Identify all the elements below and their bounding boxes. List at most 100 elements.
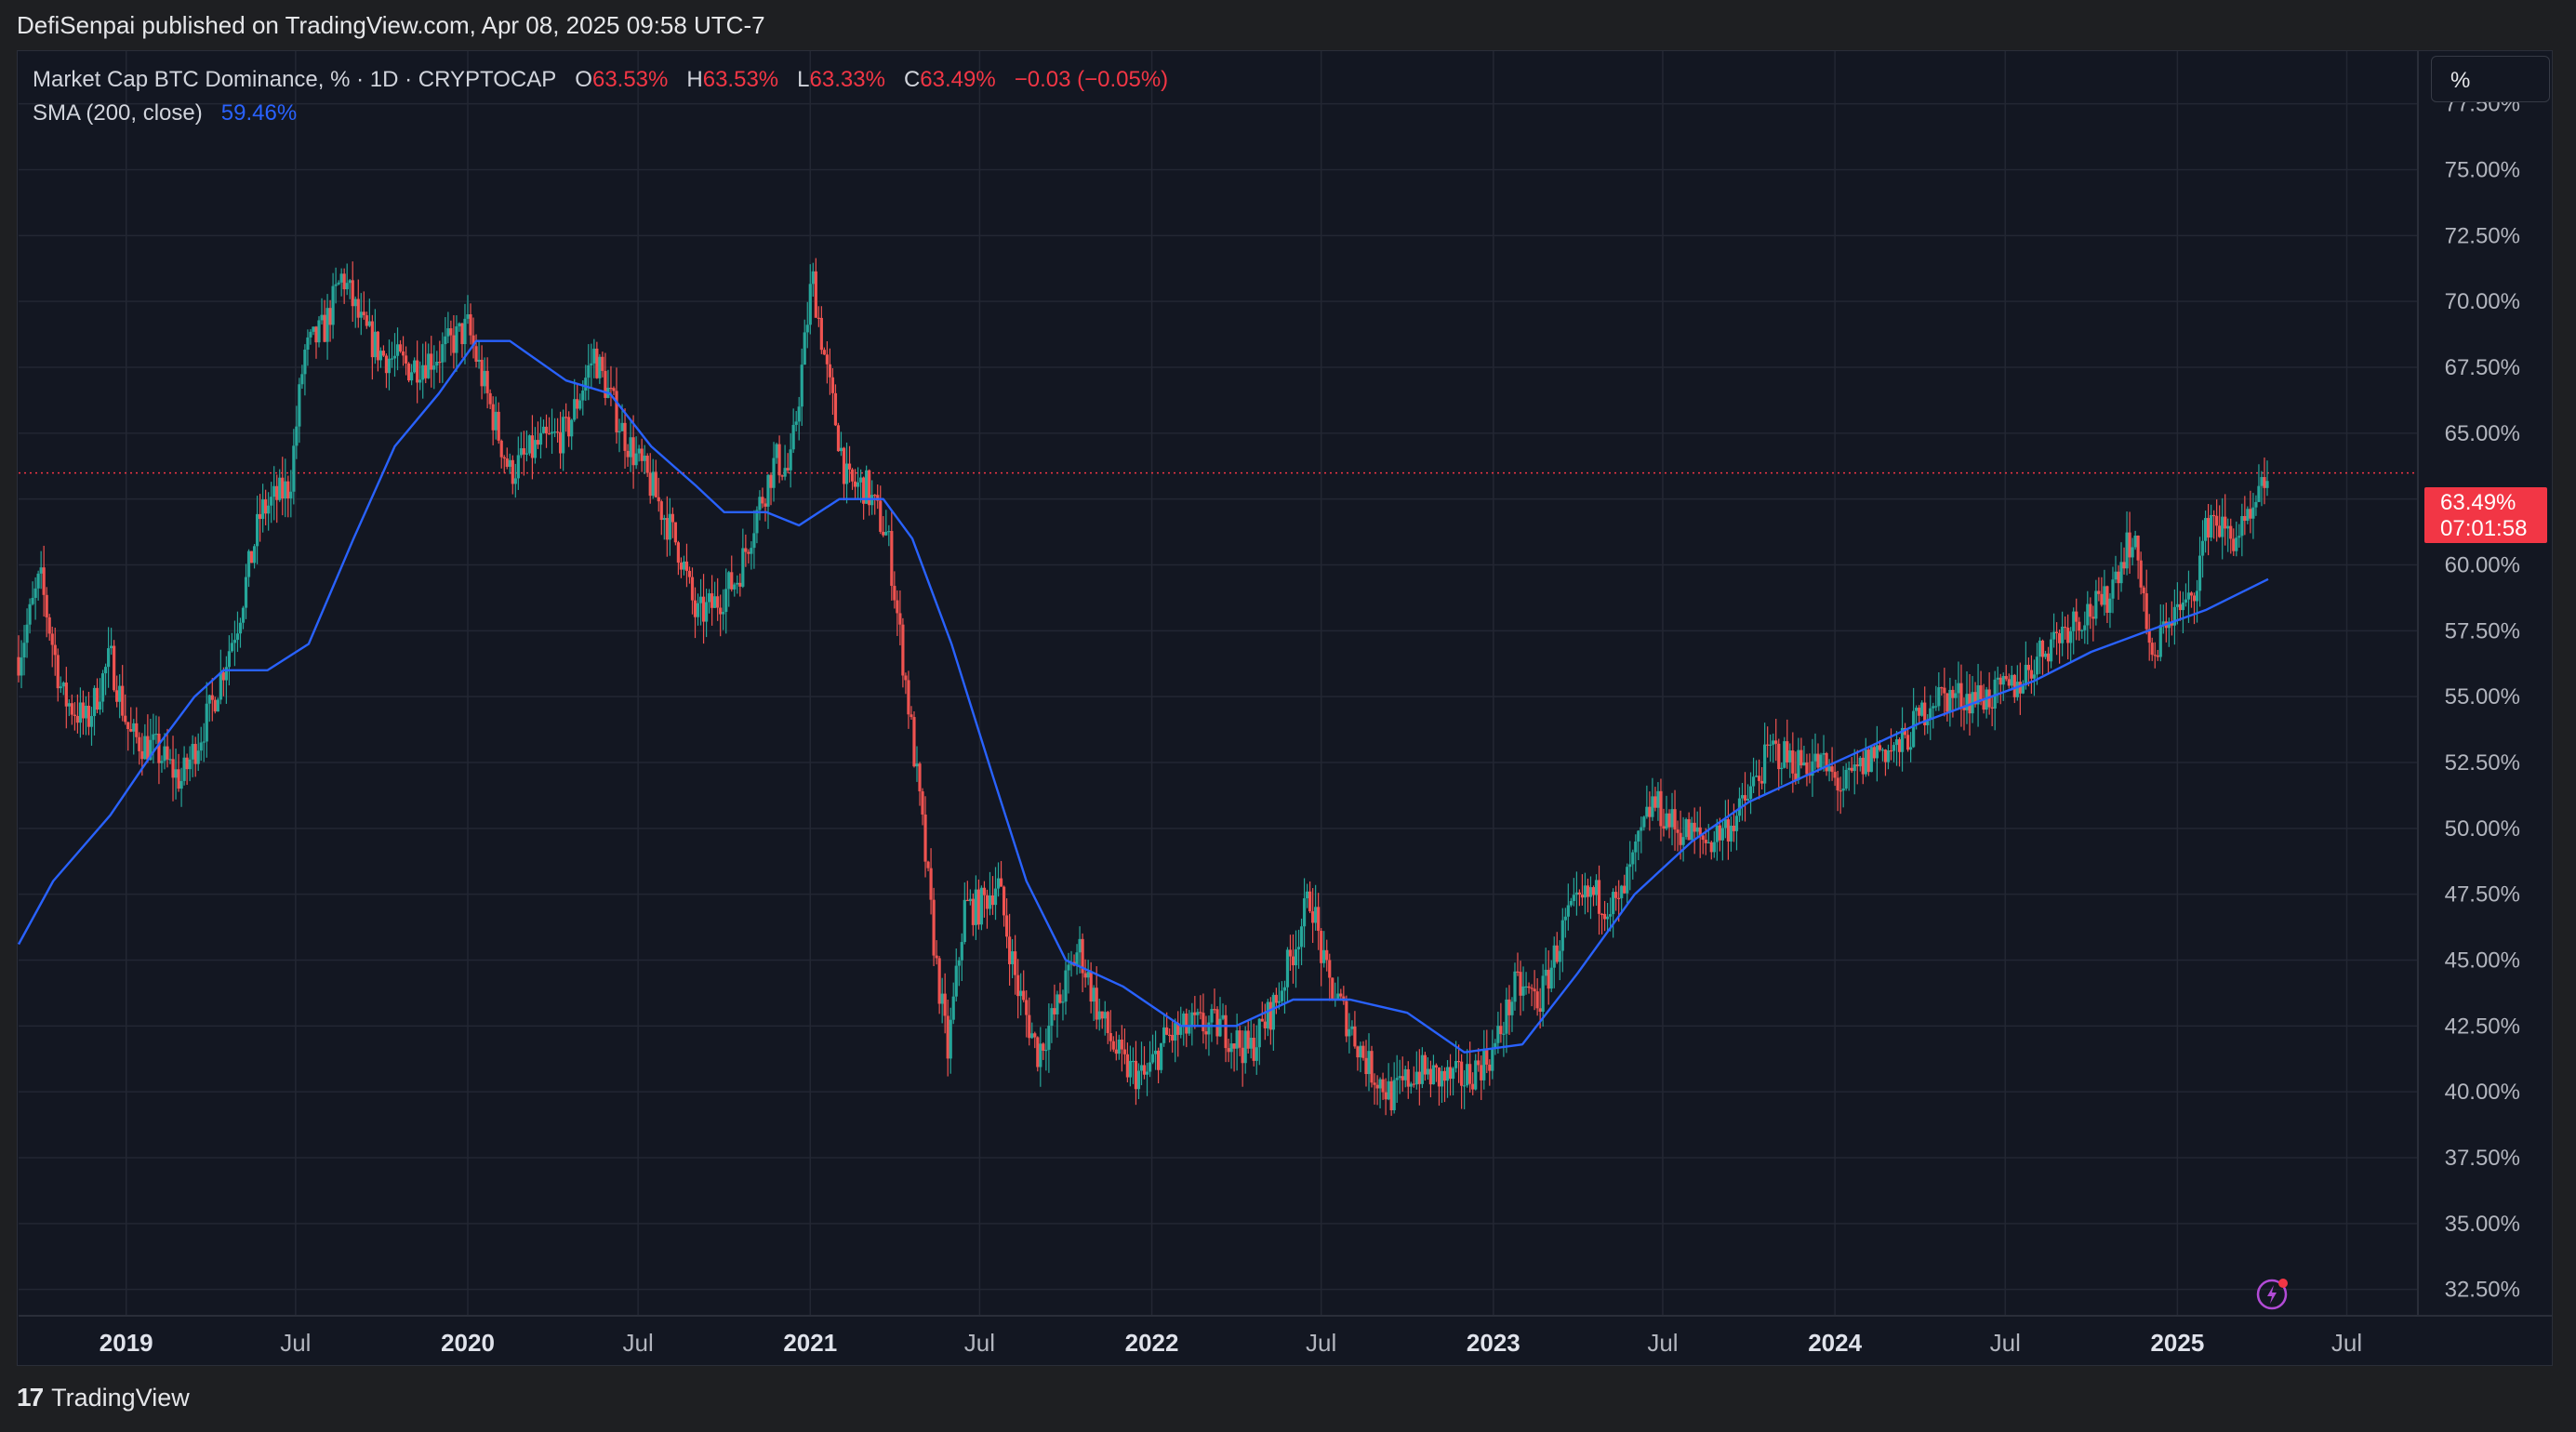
candle-body xyxy=(2038,640,2042,657)
candle-body xyxy=(1339,993,1343,997)
legend-row-symbol[interactable]: Market Cap BTC Dominance, % · 1D · CRYPT… xyxy=(33,63,1168,97)
candle-body xyxy=(2054,631,2059,633)
candle-body xyxy=(1361,1045,1365,1058)
candle-body xyxy=(1367,1051,1371,1075)
candle-body xyxy=(191,744,194,760)
candle-body xyxy=(2161,621,2165,625)
candle-body xyxy=(45,594,48,617)
candle-body xyxy=(710,593,714,608)
candle-body xyxy=(86,705,91,727)
candle-body xyxy=(314,326,318,343)
candle-body xyxy=(1617,897,1621,899)
candle-body xyxy=(1701,835,1705,841)
candle-body xyxy=(761,497,764,504)
candle-body xyxy=(149,739,153,761)
candle-body xyxy=(1176,1023,1180,1035)
candle-body xyxy=(378,351,383,361)
candle-body xyxy=(1709,842,1713,853)
candle-body xyxy=(1454,1061,1458,1068)
x-axis[interactable]: 2019 Jul 2020 Jul 2021 Jul 2022 Jul 2023 Jul 2024 J… xyxy=(100,1329,2362,1357)
candle-body xyxy=(432,365,436,370)
candle-body xyxy=(1008,936,1012,964)
candle-body xyxy=(1844,769,1848,789)
candle-body xyxy=(1656,790,1660,808)
y-axis[interactable]: 32.50% 35.00% 37.50% 40.00% 42.50% 45.00% 47.5… xyxy=(2445,92,2520,1303)
candle-body xyxy=(1547,969,1550,989)
x-tick-label: 2019 xyxy=(100,1329,153,1357)
candle-body xyxy=(2221,516,2224,537)
candle-body xyxy=(1875,745,1879,759)
candle-body xyxy=(1165,1027,1169,1035)
candle-body xyxy=(331,285,335,325)
flash-alert-icon[interactable] xyxy=(2254,1275,2291,1312)
candle-body xyxy=(1855,764,1859,767)
candle-body xyxy=(1827,766,1831,772)
candle-body xyxy=(868,470,871,506)
candle-body xyxy=(1229,1043,1233,1053)
candle-body xyxy=(418,379,422,383)
candle-body xyxy=(1737,798,1742,816)
high-value: 63.53% xyxy=(702,67,779,92)
candle-body xyxy=(923,814,927,862)
candle-body xyxy=(1485,1049,1489,1065)
chart-panel[interactable] xyxy=(17,50,2553,1366)
candle-body xyxy=(1836,777,1839,791)
candle-body xyxy=(915,763,919,767)
candle-body xyxy=(631,437,635,466)
candle-body xyxy=(2097,590,2101,594)
candle-body xyxy=(844,463,849,484)
candle-body xyxy=(1510,1001,1514,1015)
candle-body xyxy=(673,522,677,543)
candle-body xyxy=(736,582,739,585)
candle-body xyxy=(1356,1046,1360,1058)
legend-row-sma[interactable]: SMA (200, close) 59.46% xyxy=(33,97,1168,130)
candle-body xyxy=(1437,1067,1441,1087)
candle-body xyxy=(559,431,563,454)
candle-body xyxy=(113,645,116,691)
candle-body xyxy=(244,577,248,608)
candle-body xyxy=(1496,1026,1500,1043)
candle-body xyxy=(1651,796,1654,817)
candle-body xyxy=(940,993,944,1004)
candle-body xyxy=(2117,571,2120,584)
candle-body xyxy=(1597,880,1601,914)
candle-body xyxy=(252,546,257,564)
candle-body xyxy=(2167,621,2171,629)
candle-body xyxy=(2195,590,2199,602)
scale-unit-button[interactable]: % xyxy=(2431,56,2550,102)
candle-body xyxy=(775,444,778,458)
candle-body xyxy=(1704,840,1707,843)
candle-body xyxy=(485,370,489,393)
y-tick-label: 55.00% xyxy=(2445,684,2520,709)
candle-body xyxy=(1990,707,1994,709)
candle-body xyxy=(976,889,981,925)
candle-body xyxy=(140,750,144,760)
candle-body xyxy=(2043,653,2048,657)
candle-body xyxy=(665,518,669,540)
candle-body xyxy=(1612,892,1615,915)
candle-body xyxy=(1816,753,1820,768)
candle-body xyxy=(2075,611,2078,622)
y-tick-label: 70.00% xyxy=(2445,289,2520,314)
candle-body xyxy=(89,716,94,727)
candle-body xyxy=(146,736,150,761)
candle-body xyxy=(1036,1037,1040,1067)
candle-body xyxy=(1889,750,1893,752)
candle-body xyxy=(912,717,916,767)
candle-body xyxy=(1336,993,1340,1000)
candle-body xyxy=(1199,1012,1202,1014)
candle-body xyxy=(865,470,869,504)
candle-body xyxy=(1712,842,1716,853)
footer-brand[interactable]: 17 TradingView xyxy=(17,1383,190,1412)
candle-body xyxy=(292,445,296,492)
candle-body xyxy=(1320,931,1323,963)
candle-body xyxy=(1078,938,1082,953)
candle-body xyxy=(1777,743,1781,770)
candle-body xyxy=(562,417,565,454)
candle-body xyxy=(1569,900,1573,906)
candle-body xyxy=(2069,630,2073,643)
candle-body xyxy=(766,474,770,507)
candle-body xyxy=(682,561,686,570)
candle-body xyxy=(1659,790,1663,827)
